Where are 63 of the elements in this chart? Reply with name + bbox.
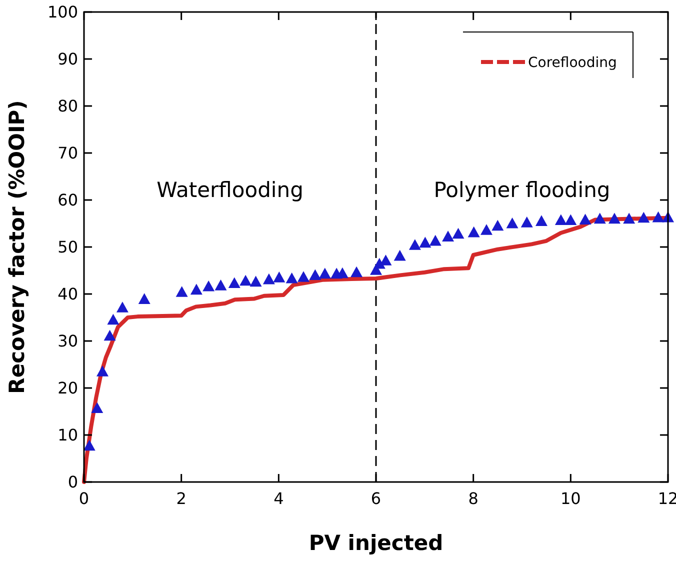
point [202,280,215,292]
point [564,214,577,226]
y-tick-label: 100 [47,2,78,22]
point [419,236,432,248]
point [480,224,492,235]
point [623,212,636,224]
x-tick-label: 4 [274,489,284,508]
point [429,234,442,246]
y-axis-title: Recovery factor (%OOIP) [5,100,29,394]
x-axis-title: PV injected [308,531,444,555]
point [594,212,606,224]
point [83,440,96,451]
y-tick-label: 50 [58,238,78,257]
point [138,293,150,304]
point [638,212,650,223]
point [608,212,620,224]
x-tick-label: 8 [468,489,478,508]
point [506,218,518,228]
annotation: Polymer flooding [434,178,610,202]
point [250,276,262,287]
point [176,286,188,297]
point [107,314,120,325]
point [190,284,202,295]
point [318,268,331,279]
x-tick-label: 6 [370,489,382,508]
point [350,266,363,278]
x-tick-label: 2 [176,489,186,508]
x-tick-label: 10 [560,489,581,508]
x-tick-label: 0 [78,489,90,508]
point [554,214,567,226]
point [535,215,548,226]
point [652,211,664,222]
legend-label: Coreflooding [528,54,617,71]
y-tick-label: 30 [58,332,78,351]
point [228,277,240,288]
y-tick-label: 10 [58,426,78,445]
point [240,274,252,286]
point [104,330,116,341]
point [394,250,406,261]
point [408,239,421,250]
point [468,226,480,238]
point [442,230,454,242]
point [520,216,533,228]
point [452,228,464,239]
y-tick-label: 60 [58,190,78,210]
annotation: Waterflooding [156,178,304,202]
point [297,271,310,282]
y-tick-label: 90 [58,50,78,69]
point [262,273,275,284]
y-tick-label: 70 [58,144,78,163]
y-tick-label: 0 [68,472,78,492]
point [91,402,104,414]
point [579,214,592,225]
y-tick-label: 40 [58,284,78,304]
point [273,272,286,282]
point [286,272,298,284]
point [96,366,108,376]
y-tick-label: 80 [58,96,78,116]
point [309,269,322,280]
point [116,302,128,312]
point [492,220,504,231]
point [214,280,227,290]
y-tick-label: 20 [58,378,78,398]
